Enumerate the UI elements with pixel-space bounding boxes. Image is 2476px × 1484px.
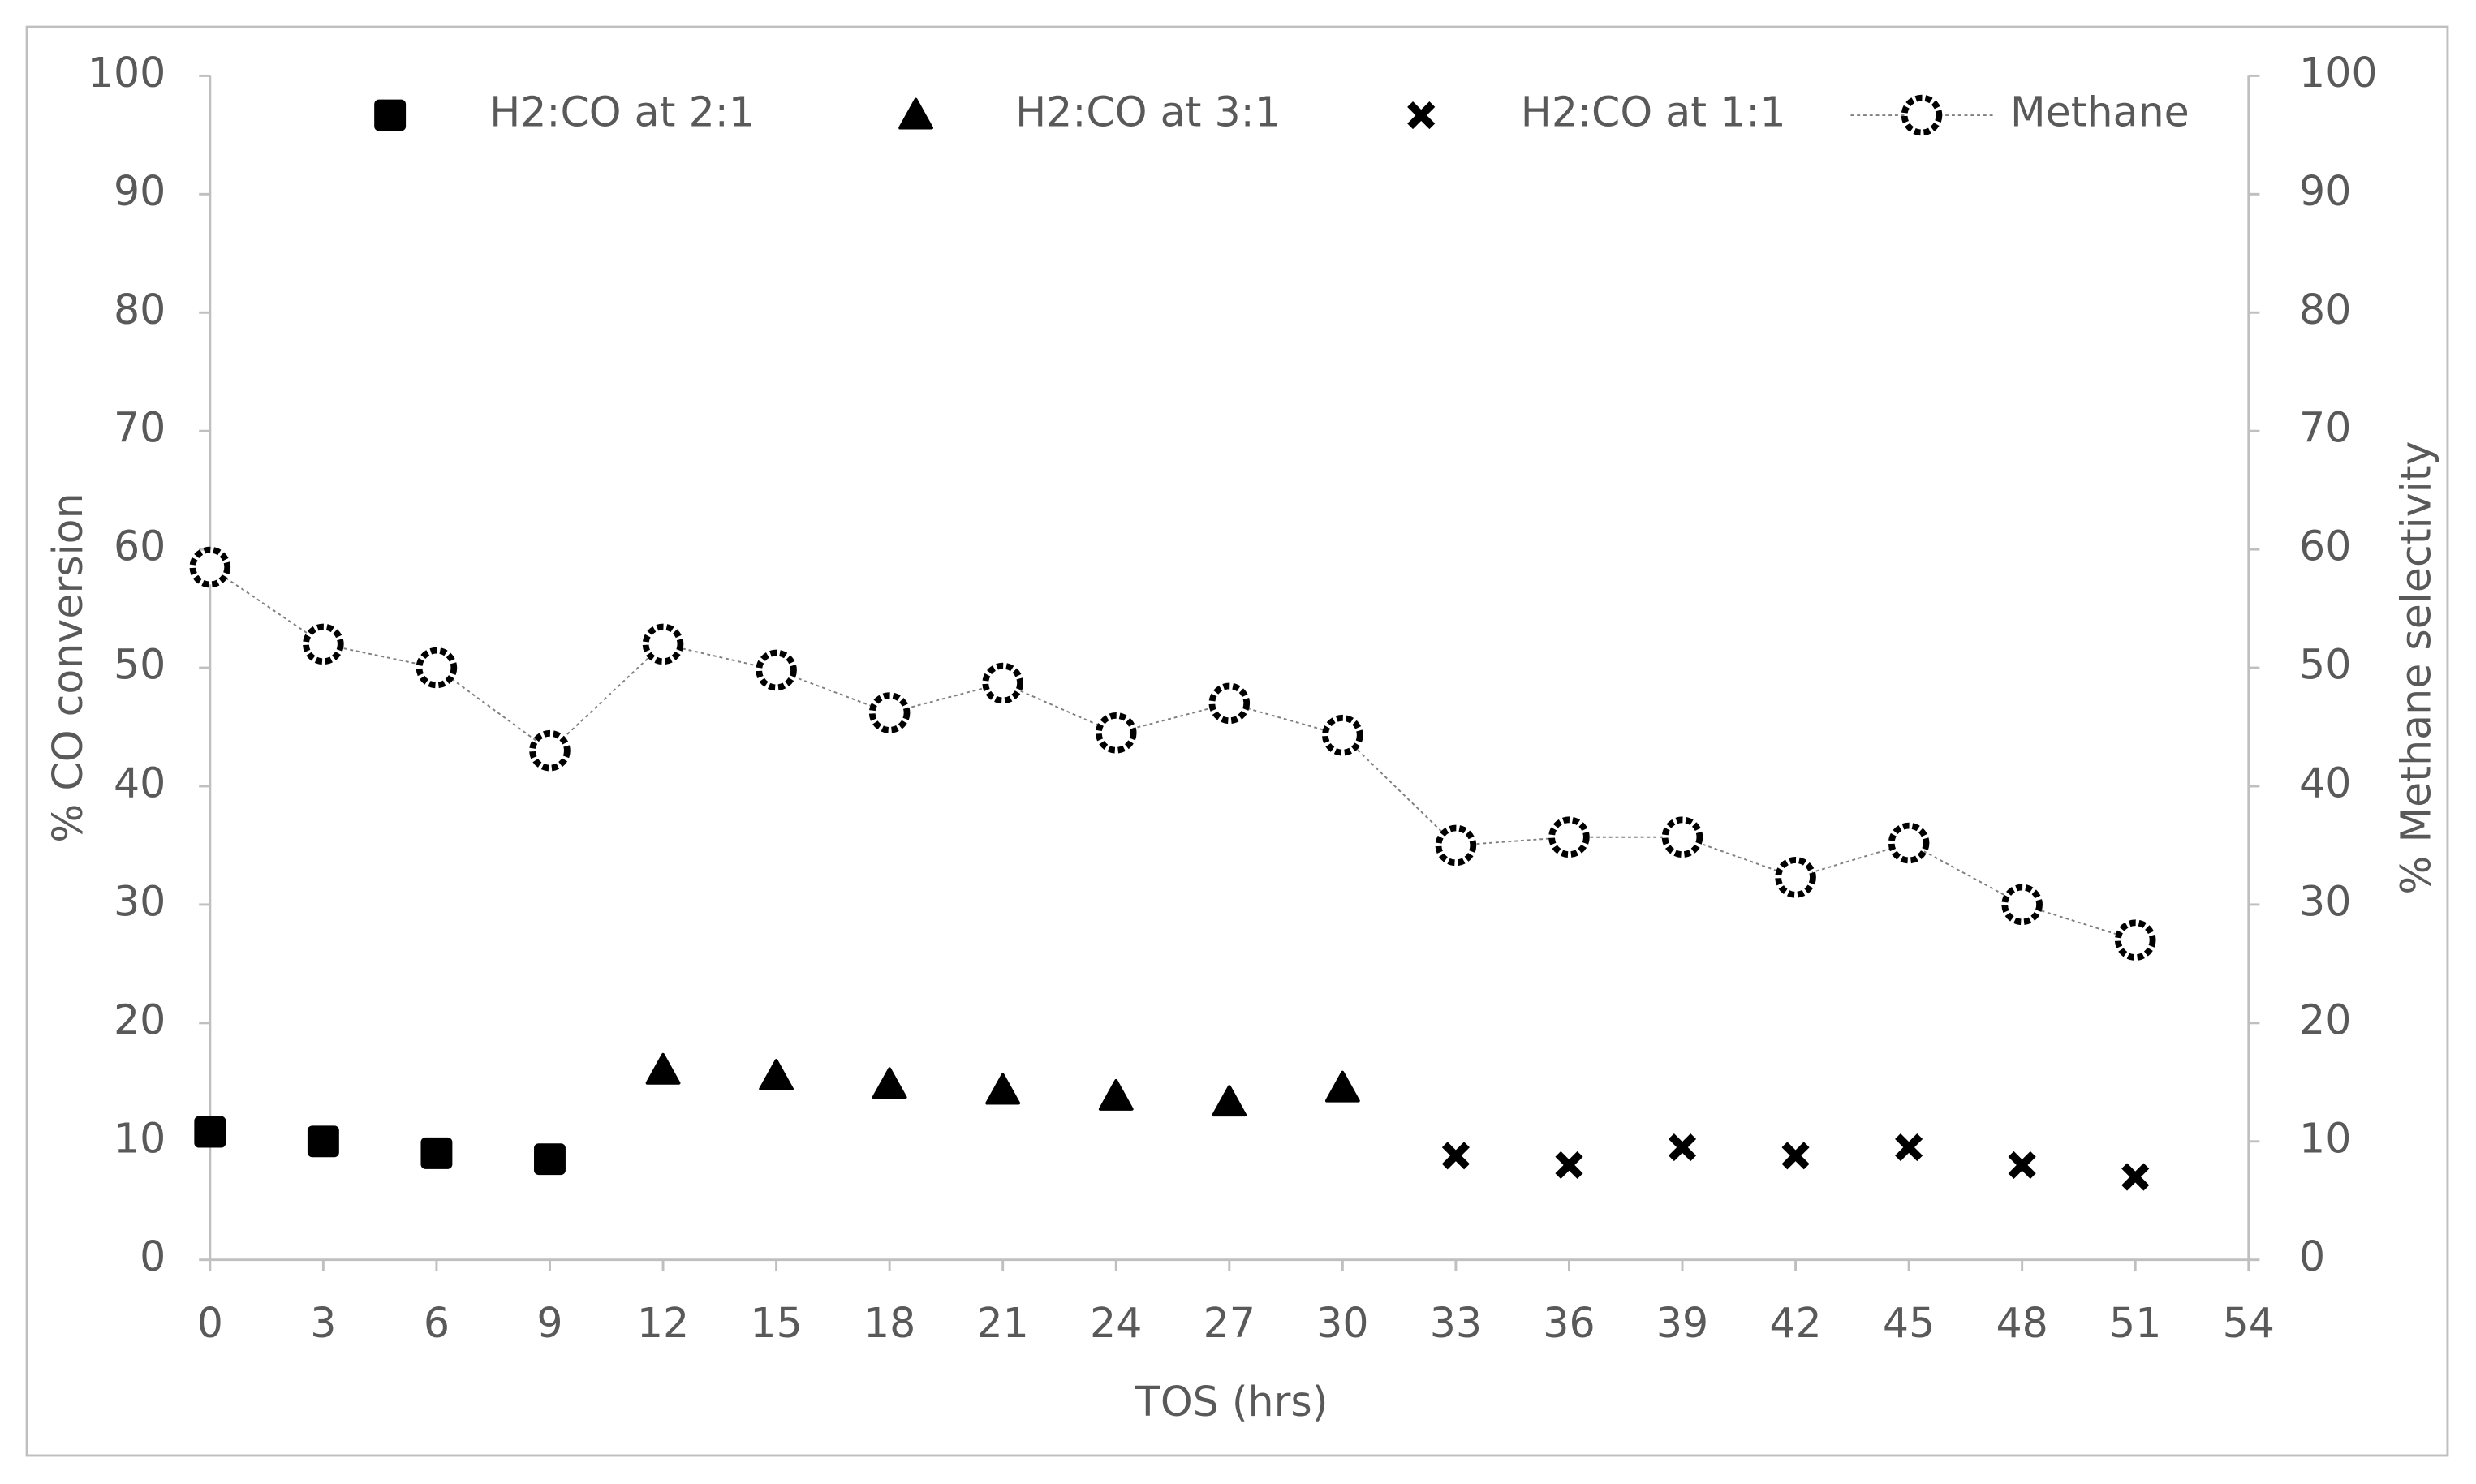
marker-circle — [1548, 816, 1590, 858]
y2-axis-title: % Methane selectivity — [2392, 441, 2439, 894]
series-line — [209, 566, 2136, 941]
marker-circle — [1322, 714, 1363, 756]
y-tick-label: 40 — [114, 759, 166, 807]
marker-circle — [416, 647, 458, 689]
x-tick-label: 36 — [1543, 1299, 1595, 1347]
marker-cross — [2008, 1151, 2036, 1180]
marker-cross — [1668, 1133, 1697, 1162]
marker-circle — [529, 729, 571, 772]
y-tick-label: 60 — [114, 523, 166, 570]
legend-item: H2:CO at 3:1 — [898, 88, 1281, 136]
legend-marker — [1407, 101, 1436, 130]
x-tick-label: 48 — [1996, 1299, 2048, 1347]
marker-triangle — [1212, 1085, 1247, 1117]
marker-cross — [1781, 1142, 1810, 1170]
marker-circle — [303, 623, 344, 665]
y2-tick-label: 100 — [2299, 49, 2378, 97]
x-axis-title: TOS (hrs) — [1135, 1378, 1328, 1426]
marker-circle — [1775, 857, 1816, 898]
marker-triangle — [1324, 1070, 1360, 1103]
legend-marker — [1901, 94, 1943, 136]
y-tick-label: 70 — [114, 404, 166, 452]
y2-tick-label: 60 — [2299, 523, 2351, 570]
y-tick-label: 100 — [88, 49, 166, 97]
marker-square — [194, 1116, 226, 1148]
legend-item: H2:CO at 1:1 — [1407, 88, 1786, 136]
y-tick-label: 50 — [114, 641, 166, 689]
marker-circle — [189, 546, 231, 588]
marker-circle — [1435, 824, 1477, 867]
x-tick-label: 45 — [1883, 1299, 1935, 1347]
legend-label: H2:CO at 2:1 — [489, 88, 755, 136]
x-tick-label: 21 — [977, 1299, 1029, 1347]
y2-tick-label: 50 — [2299, 641, 2351, 689]
marker-cross — [1895, 1133, 1923, 1162]
x-tick-label: 33 — [1430, 1299, 1482, 1347]
marker-circle — [2114, 919, 2156, 961]
marker-square — [307, 1125, 339, 1158]
legend-label: Methane — [2010, 88, 2190, 136]
marker-circle — [868, 692, 911, 733]
legend-item: Methane — [1850, 88, 2190, 136]
marker-square — [534, 1143, 566, 1176]
x-tick-label: 51 — [2109, 1299, 2161, 1347]
marker-circle — [1208, 682, 1251, 725]
marker-cross — [1555, 1151, 1583, 1180]
y2-tick-label: 70 — [2299, 404, 2351, 452]
marker-circle — [1095, 712, 1137, 754]
marker-circle — [1888, 822, 1930, 864]
y2-tick-label: 90 — [2299, 167, 2351, 215]
marker-triangle — [759, 1059, 794, 1091]
x-tick-label: 15 — [750, 1299, 802, 1347]
x-tick-label: 6 — [424, 1299, 450, 1347]
marker-triangle — [872, 1067, 907, 1099]
y-tick-label: 80 — [114, 286, 166, 333]
legend-label: H2:CO at 3:1 — [1015, 88, 1281, 136]
y-tick-label: 10 — [114, 1114, 166, 1162]
legend-marker — [898, 97, 933, 130]
legend-label: H2:CO at 1:1 — [1521, 88, 1786, 136]
y2-tick-label: 80 — [2299, 286, 2351, 333]
marker-triangle — [1098, 1078, 1134, 1111]
y2-tick-label: 30 — [2299, 877, 2351, 925]
y2-tick-label: 20 — [2299, 996, 2351, 1043]
x-tick-label: 12 — [637, 1299, 689, 1347]
x-tick-label: 54 — [2223, 1299, 2275, 1347]
x-tick-label: 42 — [1769, 1299, 1821, 1347]
frame — [25, 25, 2449, 1457]
marker-square — [420, 1137, 453, 1169]
marker-circle — [982, 662, 1023, 704]
y2-tick-label: 10 — [2299, 1114, 2351, 1162]
marker-cross — [1441, 1142, 1470, 1170]
y-tick-label: 0 — [140, 1232, 166, 1280]
marker-circle — [2001, 884, 2043, 926]
y2-tick-label: 0 — [2299, 1232, 2325, 1280]
legend-marker — [374, 99, 407, 131]
y-axis-title: % CO conversion — [44, 493, 92, 842]
x-tick-label: 0 — [197, 1299, 223, 1347]
x-tick-label: 30 — [1316, 1299, 1368, 1347]
x-tick-label: 39 — [1656, 1299, 1708, 1347]
marker-triangle — [985, 1073, 1021, 1105]
marker-triangle — [645, 1052, 681, 1085]
marker-cross — [2121, 1163, 2150, 1191]
y-tick-label: 20 — [114, 996, 166, 1043]
marker-circle — [642, 623, 684, 665]
marker-circle — [1661, 816, 1703, 858]
y-tick-label: 90 — [114, 167, 166, 215]
marker-circle — [756, 649, 797, 691]
x-tick-label: 3 — [310, 1299, 336, 1347]
legend-item: H2:CO at 2:1 — [374, 88, 755, 136]
x-tick-label: 9 — [536, 1299, 562, 1347]
x-tick-label: 18 — [863, 1299, 915, 1347]
x-tick-label: 24 — [1090, 1299, 1142, 1347]
y2-tick-label: 40 — [2299, 759, 2351, 807]
y-tick-label: 30 — [114, 877, 166, 925]
x-tick-label: 27 — [1204, 1299, 1255, 1347]
